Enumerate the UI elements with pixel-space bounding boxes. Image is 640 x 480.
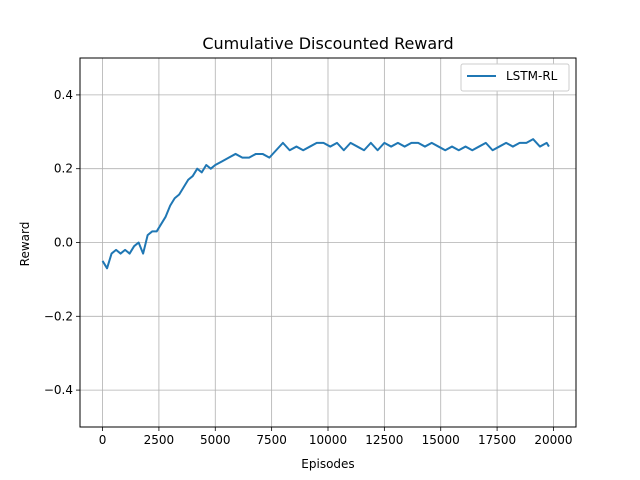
x-tick-label: 15000 [422,433,460,447]
y-axis-title: Reward [18,222,32,267]
x-tick-label: 17500 [478,433,516,447]
x-axis: 0 2500 5000 7500 10000 12500 15000 17500 20000 [99,427,573,447]
series-line-lstm-rl [101,138,550,270]
chart-title: Cumulative Discounted Reward [202,34,453,53]
legend-label-lstm-rl: LSTM-RL [506,69,558,83]
y-axis: −0.4 −0.2 0.0 0.2 0.4 [44,88,80,397]
x-tick-label: 12500 [365,433,403,447]
legend: LSTM-RL [460,63,570,92]
x-axis-title: Episodes [301,457,354,471]
series-layer [101,138,550,270]
y-tick-label: 0.4 [54,88,73,102]
y-tick-label: −0.4 [44,383,73,397]
x-tick-label: 7500 [256,433,287,447]
y-tick-label: 0.0 [54,236,73,250]
x-tick-label: 20000 [534,433,572,447]
grid [80,58,576,427]
x-tick-label: 10000 [309,433,347,447]
legend-box [460,63,570,92]
x-tick-label: 5000 [200,433,231,447]
x-tick-label: 2500 [144,433,175,447]
y-tick-label: −0.2 [44,309,73,323]
y-tick-label: 0.2 [54,162,73,176]
x-tick-label: 0 [99,433,107,447]
